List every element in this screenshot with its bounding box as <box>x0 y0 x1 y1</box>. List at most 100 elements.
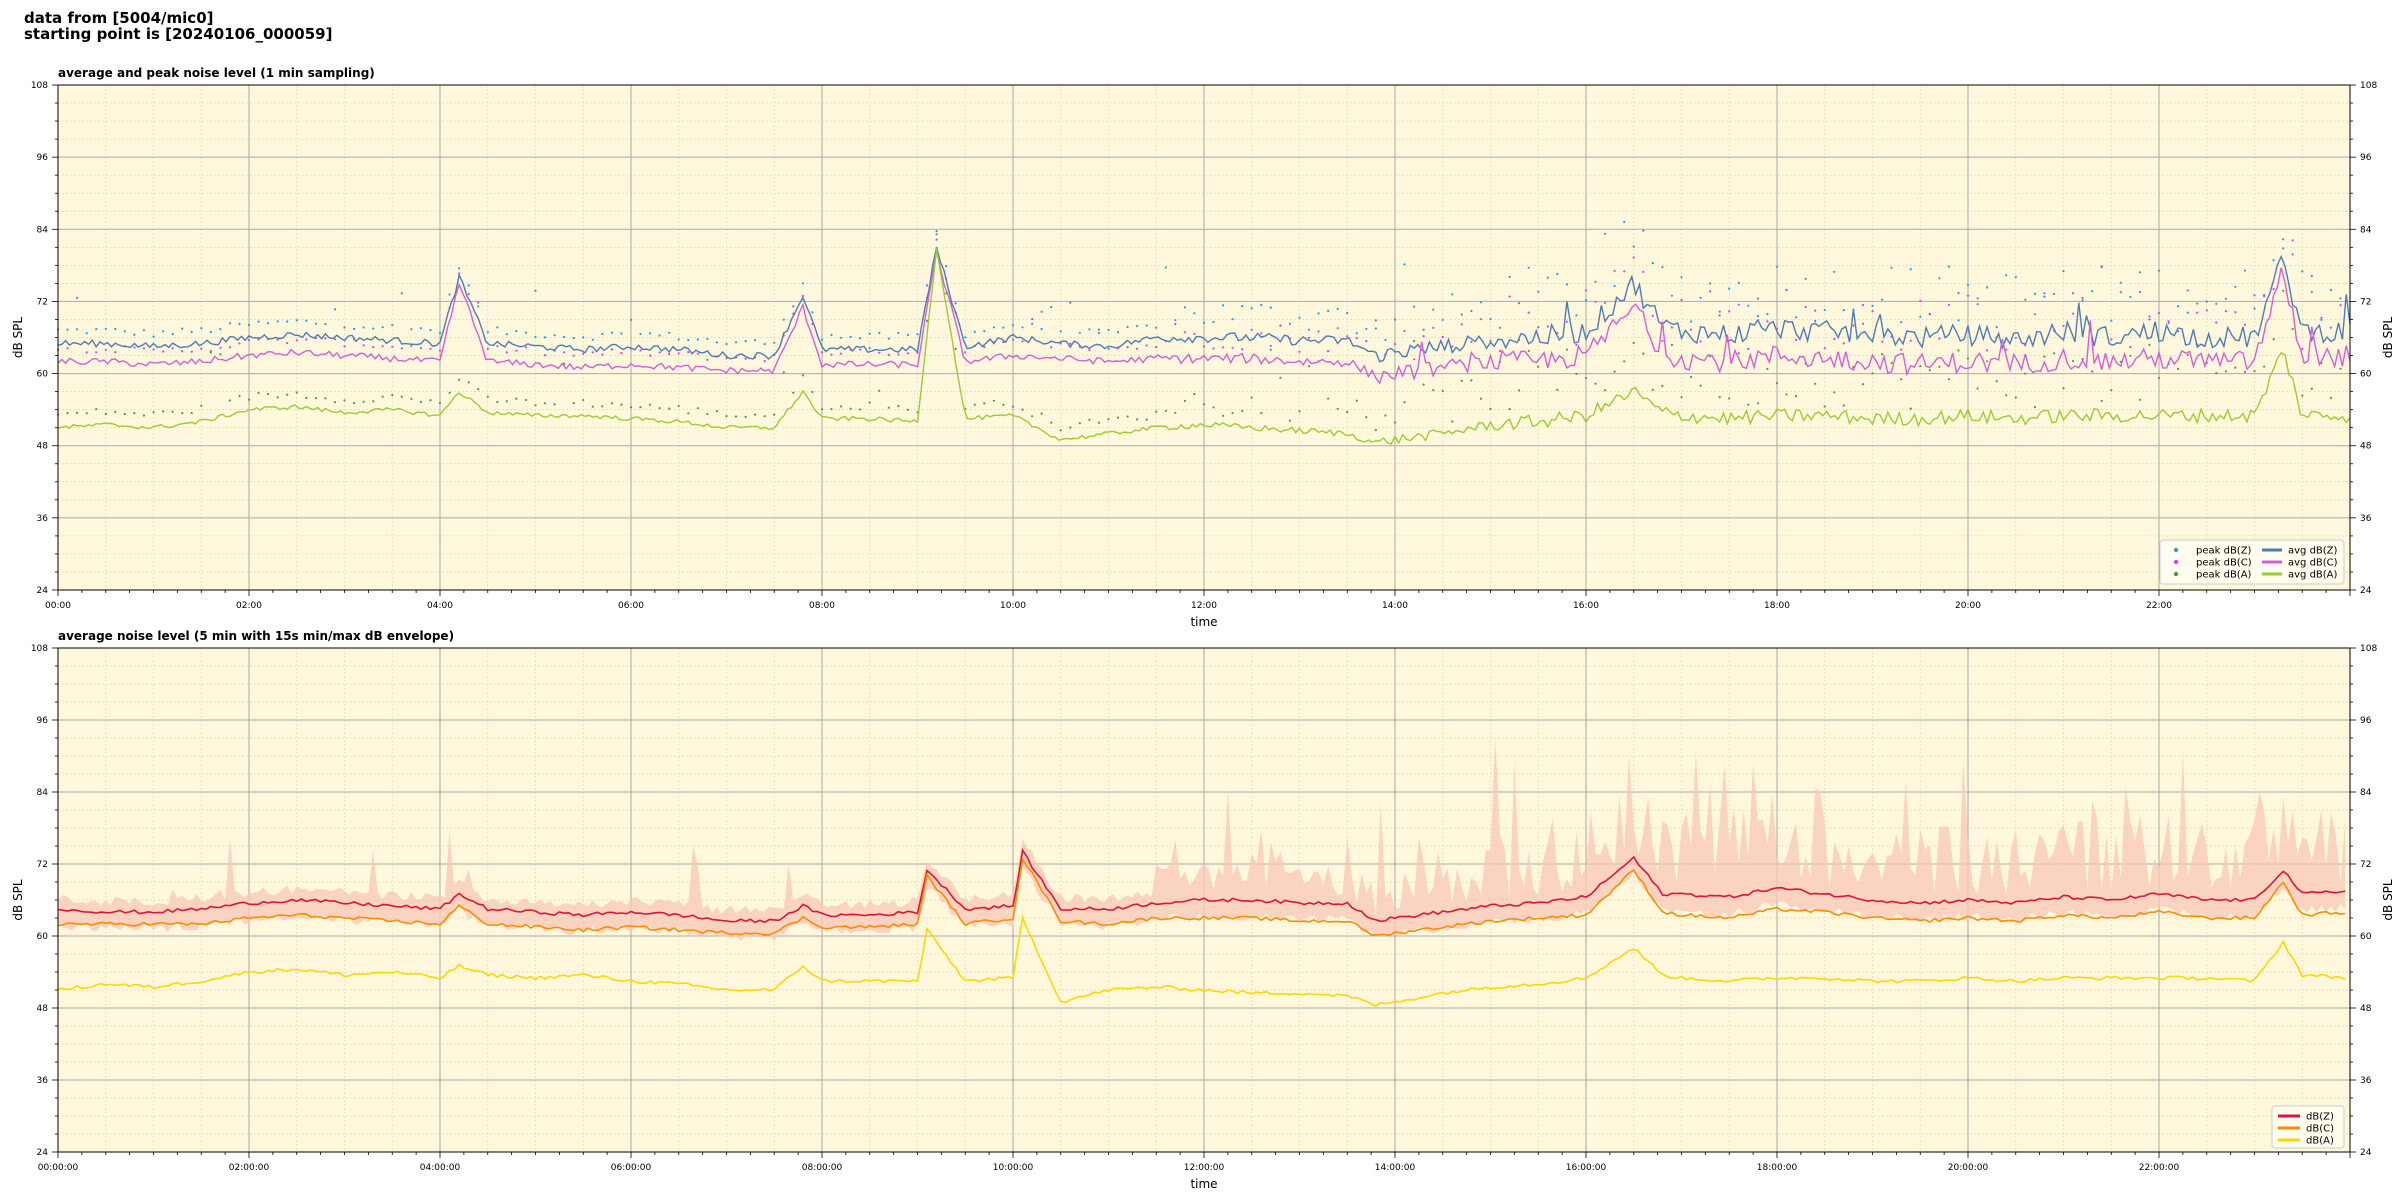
peak-c-point <box>2043 292 2046 295</box>
peak-a-point <box>1928 369 1931 372</box>
peak-a-point <box>906 408 910 411</box>
peak-a-point <box>601 405 604 408</box>
peak-z-point <box>935 233 938 236</box>
peak-a-point <box>123 412 126 416</box>
peak-a-point <box>1489 407 1492 410</box>
peak-z-point <box>840 336 843 339</box>
peak-a-point <box>162 410 165 413</box>
series-line-avgdbc <box>57 250 2351 385</box>
peak-c-point <box>1470 340 1473 343</box>
peak-a-point <box>362 400 365 403</box>
peak-a-point <box>620 403 623 406</box>
peak-a-point <box>1785 393 1788 396</box>
peak-a-point <box>400 395 403 398</box>
peak-c-point <box>1222 346 1225 349</box>
peak-a-point <box>2091 370 2094 373</box>
peak-c-point <box>496 345 499 348</box>
minmax-envelope <box>58 738 2346 942</box>
peak-a-point <box>1575 372 1578 375</box>
peak-c-point <box>1709 290 1712 293</box>
y-axis-label-right: dB SPL <box>2381 317 2395 359</box>
y-tick-label-right: 36 <box>2360 514 2372 524</box>
peak-c-point <box>935 238 938 241</box>
peak-z-point <box>964 336 967 339</box>
peak-a-point <box>2062 387 2065 390</box>
peak-z-point <box>410 328 413 331</box>
peak-z-point <box>2052 292 2056 296</box>
peak-z-point <box>782 318 785 321</box>
legend-box <box>2159 539 2345 585</box>
peak-a-point <box>610 402 614 405</box>
peak-a-point <box>1909 407 1912 410</box>
peak-z-point <box>849 335 852 338</box>
peak-z-point <box>1355 332 1358 335</box>
peak-z-point <box>1393 318 1397 321</box>
peak-z-point <box>1116 331 1120 334</box>
x-tick-label: 04:00:00 <box>420 1163 461 1173</box>
peak-a-point <box>1040 412 1043 415</box>
peak-a-point <box>553 403 556 406</box>
peak-z-point <box>1890 266 1893 269</box>
peak-c-point <box>725 357 728 360</box>
peak-a-point <box>1097 421 1100 424</box>
peak-z-point <box>486 331 489 334</box>
peak-z-point <box>792 305 795 308</box>
peak-c-point <box>1136 347 1139 350</box>
peak-z-point <box>1718 314 1721 317</box>
peak-a-point <box>1183 399 1186 402</box>
peak-a-point <box>1689 376 1693 379</box>
peak-z-point <box>1670 294 1673 297</box>
peak-z-point <box>104 327 107 330</box>
peak-z-point <box>162 330 165 333</box>
peak-c-point <box>486 347 489 350</box>
peak-z-point <box>1298 316 1301 319</box>
peak-c-point <box>1947 303 1950 306</box>
peak-c-point <box>438 349 442 352</box>
peak-z-point <box>2024 298 2027 301</box>
peak-c-point <box>133 346 136 349</box>
peak-c-point <box>391 345 394 348</box>
peak-z-point <box>1995 326 1998 329</box>
peak-a-point <box>878 389 881 392</box>
peak-z-point <box>1565 283 1568 286</box>
peak-c-point <box>1785 289 1788 292</box>
peak-c-point <box>324 337 327 340</box>
peak-z-point <box>228 322 231 325</box>
peak-z-point <box>1594 280 1597 283</box>
peak-z-point <box>1222 304 1225 307</box>
legend-label: peak dB(A) <box>2196 570 2252 581</box>
peak-z-point <box>515 330 518 333</box>
peak-z-point <box>1642 229 1645 232</box>
x-axis-label: time <box>1190 615 1217 629</box>
peak-a-point <box>773 413 776 416</box>
peak-z-point <box>1384 338 1387 341</box>
peak-a-point <box>2081 357 2084 361</box>
peak-z-point <box>1241 305 1244 308</box>
peak-c-point <box>2110 338 2113 341</box>
peak-c-point <box>1250 328 1253 331</box>
peak-c-point <box>2234 311 2237 314</box>
legend-label: avg dB(A) <box>2288 570 2338 581</box>
x-tick-label: 18:00:00 <box>1757 1163 1798 1173</box>
peak-a-point <box>677 404 680 408</box>
peak-c-point <box>1040 310 1043 313</box>
peak-c-point <box>1336 327 1339 330</box>
peak-z-point <box>209 331 212 334</box>
peak-a-point <box>219 353 222 356</box>
peak-a-point <box>1938 365 1941 368</box>
peak-a-point <box>104 412 107 416</box>
peak-c-point <box>114 351 117 354</box>
peak-z-point <box>2234 285 2237 288</box>
legend-label: dB(C) <box>2306 1124 2334 1135</box>
peak-a-point <box>1145 418 1148 421</box>
peak-c-point <box>2138 290 2141 294</box>
peak-c-point <box>1623 270 1626 273</box>
peak-a-point <box>1422 383 1425 386</box>
peak-c-point <box>1021 340 1024 343</box>
peak-z-point <box>2291 253 2294 256</box>
peak-a-point <box>1011 405 1015 408</box>
x-tick-label: 04:00 <box>427 601 453 611</box>
peak-a-point <box>1155 410 1158 413</box>
peak-z-point <box>1756 315 1759 318</box>
peak-z-point <box>677 338 680 341</box>
